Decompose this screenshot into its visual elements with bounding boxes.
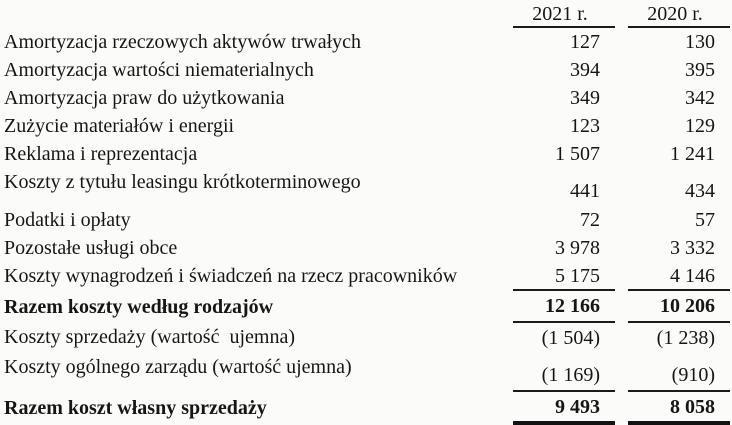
table-row: Amortyzacja rzeczowych aktywów trwałych … xyxy=(4,28,730,56)
table-row: Koszty ogólnego zarządu (wartość ujemna)… xyxy=(4,352,730,392)
row-label: Razem koszt własny sprzedaży xyxy=(4,398,267,419)
table-row: Pozostałe usługi obce 3 978 3 332 xyxy=(4,234,730,262)
table-row: Zużycie materiałów i energii 123 129 xyxy=(4,112,730,140)
row-label: Pozostałe usługi obce xyxy=(4,237,178,259)
table-row: Koszty wynagrodzeń i świadczeń na rzecz … xyxy=(4,262,730,291)
row-label: Koszty wynagrodzeń i świadczeń na rzecz … xyxy=(4,266,458,287)
value-2021: 9 493 xyxy=(513,392,615,425)
value-2020: 342 xyxy=(685,87,715,109)
value-2021: (1 169) xyxy=(513,352,615,392)
value-2021: 349 xyxy=(570,87,600,109)
table-header-row: 2021 r. 2020 r. xyxy=(4,2,730,28)
value-2020: 3 332 xyxy=(670,237,715,259)
row-label: Zużycie materiałów i energii xyxy=(4,115,235,137)
value-2021: 12 166 xyxy=(513,291,615,323)
table-row: Razem koszt własny sprzedaży 9 493 8 058 xyxy=(4,392,730,425)
table-body: Amortyzacja rzeczowych aktywów trwałych … xyxy=(4,28,730,425)
value-2020: 1 241 xyxy=(670,143,715,165)
row-label: Amortyzacja wartości niematerialnych xyxy=(4,59,314,81)
row-label: Amortyzacja rzeczowych aktywów trwałych xyxy=(4,31,362,53)
value-2021: 441 xyxy=(570,180,600,202)
table-row: Koszty sprzedaży (wartość ujemna) (1 504… xyxy=(4,323,730,352)
column-header-2021: 2021 r. xyxy=(513,2,615,28)
value-2020: (910) xyxy=(628,352,730,392)
table-row: Amortyzacja wartości niematerialnych 394… xyxy=(4,56,730,84)
value-2020: 57 xyxy=(695,209,715,231)
value-2020: 434 xyxy=(685,180,715,202)
value-2020: 4 146 xyxy=(628,262,730,291)
row-label: Podatki i opłaty xyxy=(4,209,131,231)
table-row: Amortyzacja praw do użytkowania 349 342 xyxy=(4,84,730,112)
value-2020: 129 xyxy=(685,115,715,137)
row-label: Razem koszty według rodzajów xyxy=(4,296,274,318)
table-row: Koszty z tytułu leasingu krótkoterminowe… xyxy=(4,168,730,206)
row-label: Koszty ogólnego zarządu (wartość ujemna) xyxy=(4,356,352,378)
value-2020: 8 058 xyxy=(628,392,730,425)
table-row: Reklama i reprezentacja 1 507 1 241 xyxy=(4,140,730,168)
table-row: Razem koszty według rodzajów 12 166 10 2… xyxy=(4,291,730,323)
row-label: Koszty sprzedaży (wartość ujemna) xyxy=(4,327,295,348)
row-label: Reklama i reprezentacja xyxy=(4,143,198,165)
column-header-2020: 2020 r. xyxy=(628,2,730,28)
value-2020: (1 238) xyxy=(656,326,715,349)
value-2021: (1 504) xyxy=(541,326,600,349)
value-2021: 5 175 xyxy=(513,262,615,291)
value-2020: 130 xyxy=(685,31,715,53)
row-label: Amortyzacja praw do użytkowania xyxy=(4,87,285,109)
value-2020: 10 206 xyxy=(628,291,730,323)
value-2021: 394 xyxy=(570,59,600,81)
value-2021: 123 xyxy=(570,115,600,137)
value-2021: 3 978 xyxy=(555,237,600,259)
value-2020: 395 xyxy=(685,59,715,81)
value-2021: 1 507 xyxy=(555,143,600,165)
value-2021: 72 xyxy=(580,209,600,231)
row-label: Koszty z tytułu leasingu krótkoterminowe… xyxy=(4,171,361,193)
value-2021: 127 xyxy=(570,31,600,53)
table-row: Podatki i opłaty 72 57 xyxy=(4,206,730,234)
